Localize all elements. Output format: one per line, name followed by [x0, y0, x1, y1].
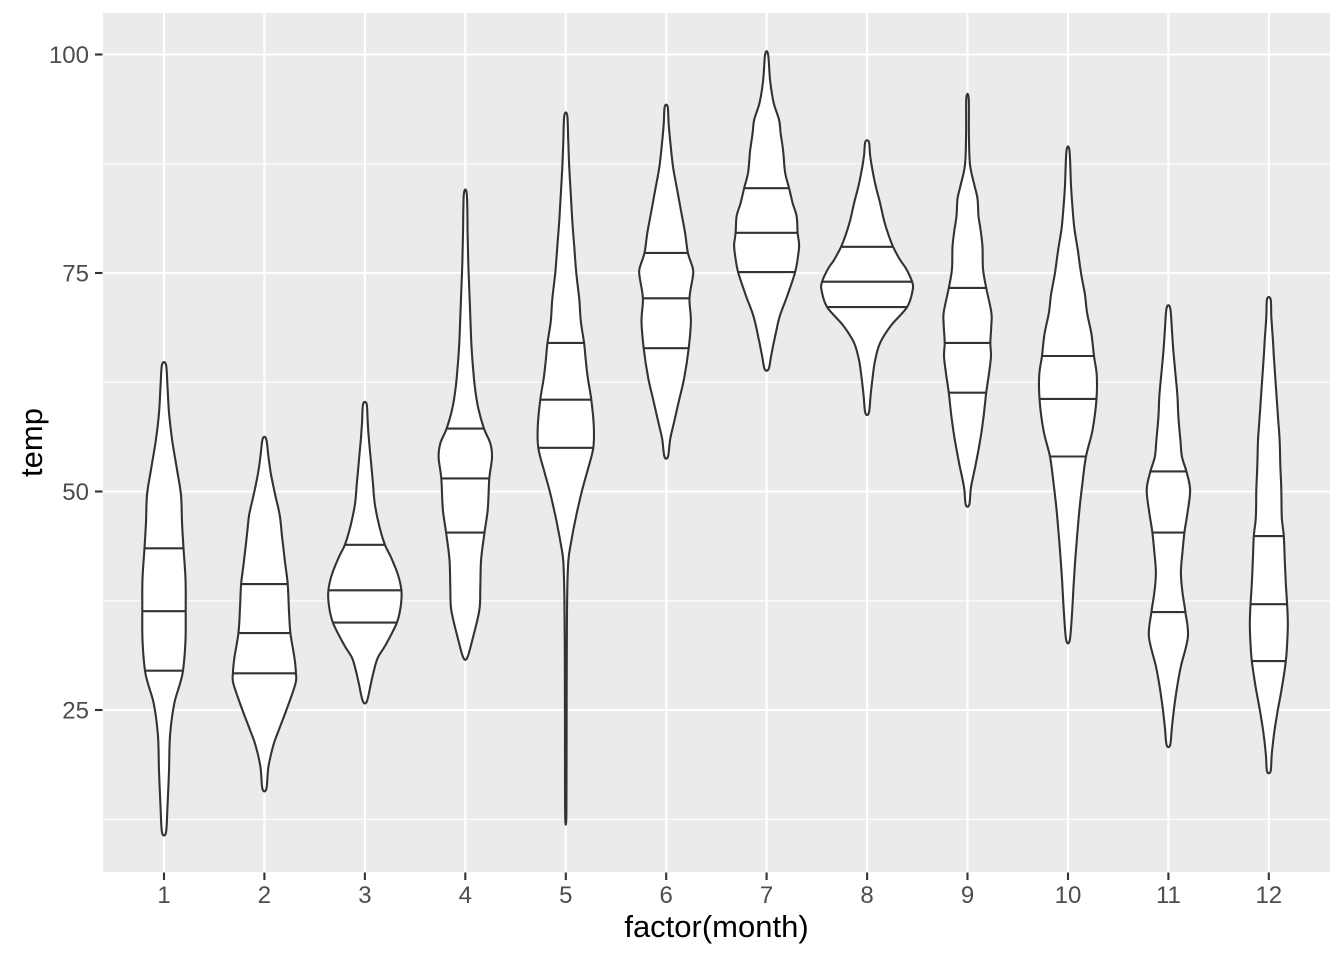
x-axis-title: factor(month) — [624, 909, 808, 944]
violin-month-8 — [820, 139, 915, 417]
x-tick-label: 5 — [559, 882, 572, 909]
violin-month-1 — [141, 361, 187, 837]
violin-month-6 — [638, 103, 695, 460]
x-tick-label: 3 — [358, 882, 371, 909]
violin-month-2 — [231, 435, 298, 793]
violins-layer — [141, 50, 1289, 837]
plot-panel — [103, 13, 1330, 872]
violin-month-12 — [1248, 296, 1289, 775]
violin-outline — [437, 188, 494, 661]
violin-outline — [1037, 145, 1099, 645]
x-tick-label: 12 — [1255, 882, 1282, 909]
y-tick-label: 75 — [62, 261, 89, 288]
y-tick-label: 50 — [62, 479, 89, 506]
y-axis-title: temp — [14, 408, 49, 477]
violin-month-10 — [1037, 145, 1099, 645]
violin-month-7 — [733, 50, 801, 372]
violin-month-9 — [942, 92, 993, 508]
violin-outline — [536, 111, 596, 826]
violin-outline — [820, 139, 915, 417]
y-tick-label: 25 — [62, 698, 89, 725]
x-tick-label: 11 — [1156, 882, 1181, 909]
violin-outline — [733, 50, 801, 372]
axis-ticks — [95, 53, 1270, 880]
x-tick-label: 8 — [860, 882, 873, 909]
x-tick-label: 4 — [459, 882, 472, 909]
y-tick-label: 100 — [49, 42, 89, 69]
violin-month-3 — [327, 400, 403, 705]
violin-month-11 — [1145, 304, 1192, 749]
x-tick-label: 6 — [660, 882, 673, 909]
x-tick-label: 9 — [961, 882, 974, 909]
x-tick-label: 10 — [1055, 882, 1082, 909]
axis-labels: 1 2 3 4 5 6 7 8 9 10 11 12255075100factor(month)tem… — [14, 42, 1282, 944]
violin-month-4 — [437, 188, 494, 661]
minor-gridlines — [103, 163, 1330, 820]
violin-month-5 — [536, 111, 596, 826]
violin-outline — [942, 92, 993, 508]
x-tick-label: 2 — [258, 882, 271, 909]
x-tick-label: 1 — [157, 882, 170, 909]
violin-outline — [1145, 304, 1192, 749]
x-tick-label: 7 — [760, 882, 773, 909]
